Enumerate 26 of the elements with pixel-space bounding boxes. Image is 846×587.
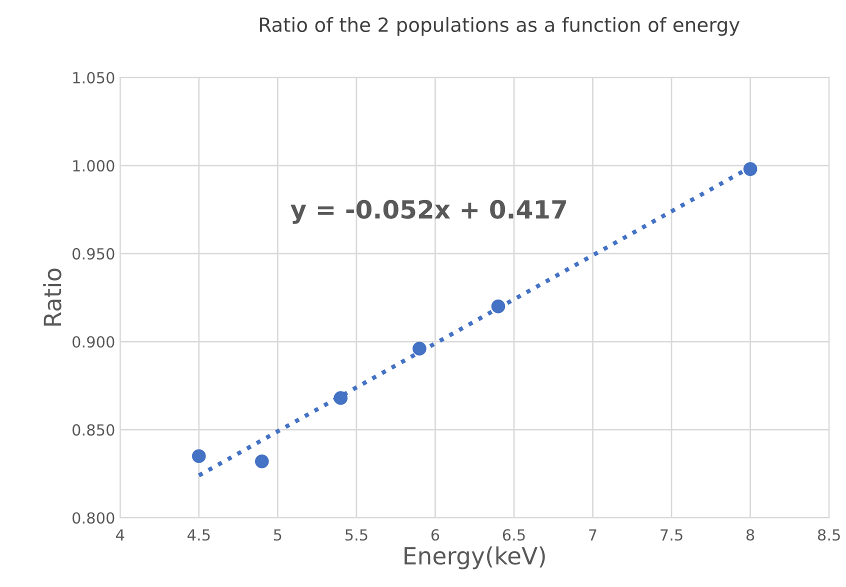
x-tick-label: 4.5 xyxy=(188,529,210,541)
point xyxy=(255,454,269,468)
x-tick-label: 5.5 xyxy=(345,529,368,541)
point xyxy=(412,342,426,356)
y-tick-label: 0.950 xyxy=(72,248,114,260)
x-axis-title: Energy(keV) xyxy=(404,546,545,570)
y-tick-label: 0.900 xyxy=(72,336,114,348)
x-tick-label: 7.5 xyxy=(660,529,682,541)
y-tick-label: 0.800 xyxy=(72,512,114,524)
y-axis-title: Ratio xyxy=(43,268,62,326)
x-tick-label: 8.5 xyxy=(818,529,840,541)
point xyxy=(334,391,348,405)
x-tick-label: 5 xyxy=(274,529,282,541)
y-tick-label: 1.000 xyxy=(73,160,114,172)
chart-title: Ratio of the 2 populations as a function of energy xyxy=(260,17,740,36)
x-tick-label: 7 xyxy=(589,529,596,540)
x-tick-label: 6.5 xyxy=(502,529,525,541)
point xyxy=(192,449,206,464)
x-tick-label: 6 xyxy=(431,529,440,541)
y-tick-label: 0.850 xyxy=(72,424,114,436)
x-tick-label: 4 xyxy=(116,529,124,540)
y-tick-label: 1.050 xyxy=(73,72,114,84)
x-tick-label: 8 xyxy=(746,529,754,541)
point xyxy=(491,300,506,314)
point xyxy=(743,162,758,176)
annotation: y = -0.052x + 0.417 xyxy=(290,200,566,224)
